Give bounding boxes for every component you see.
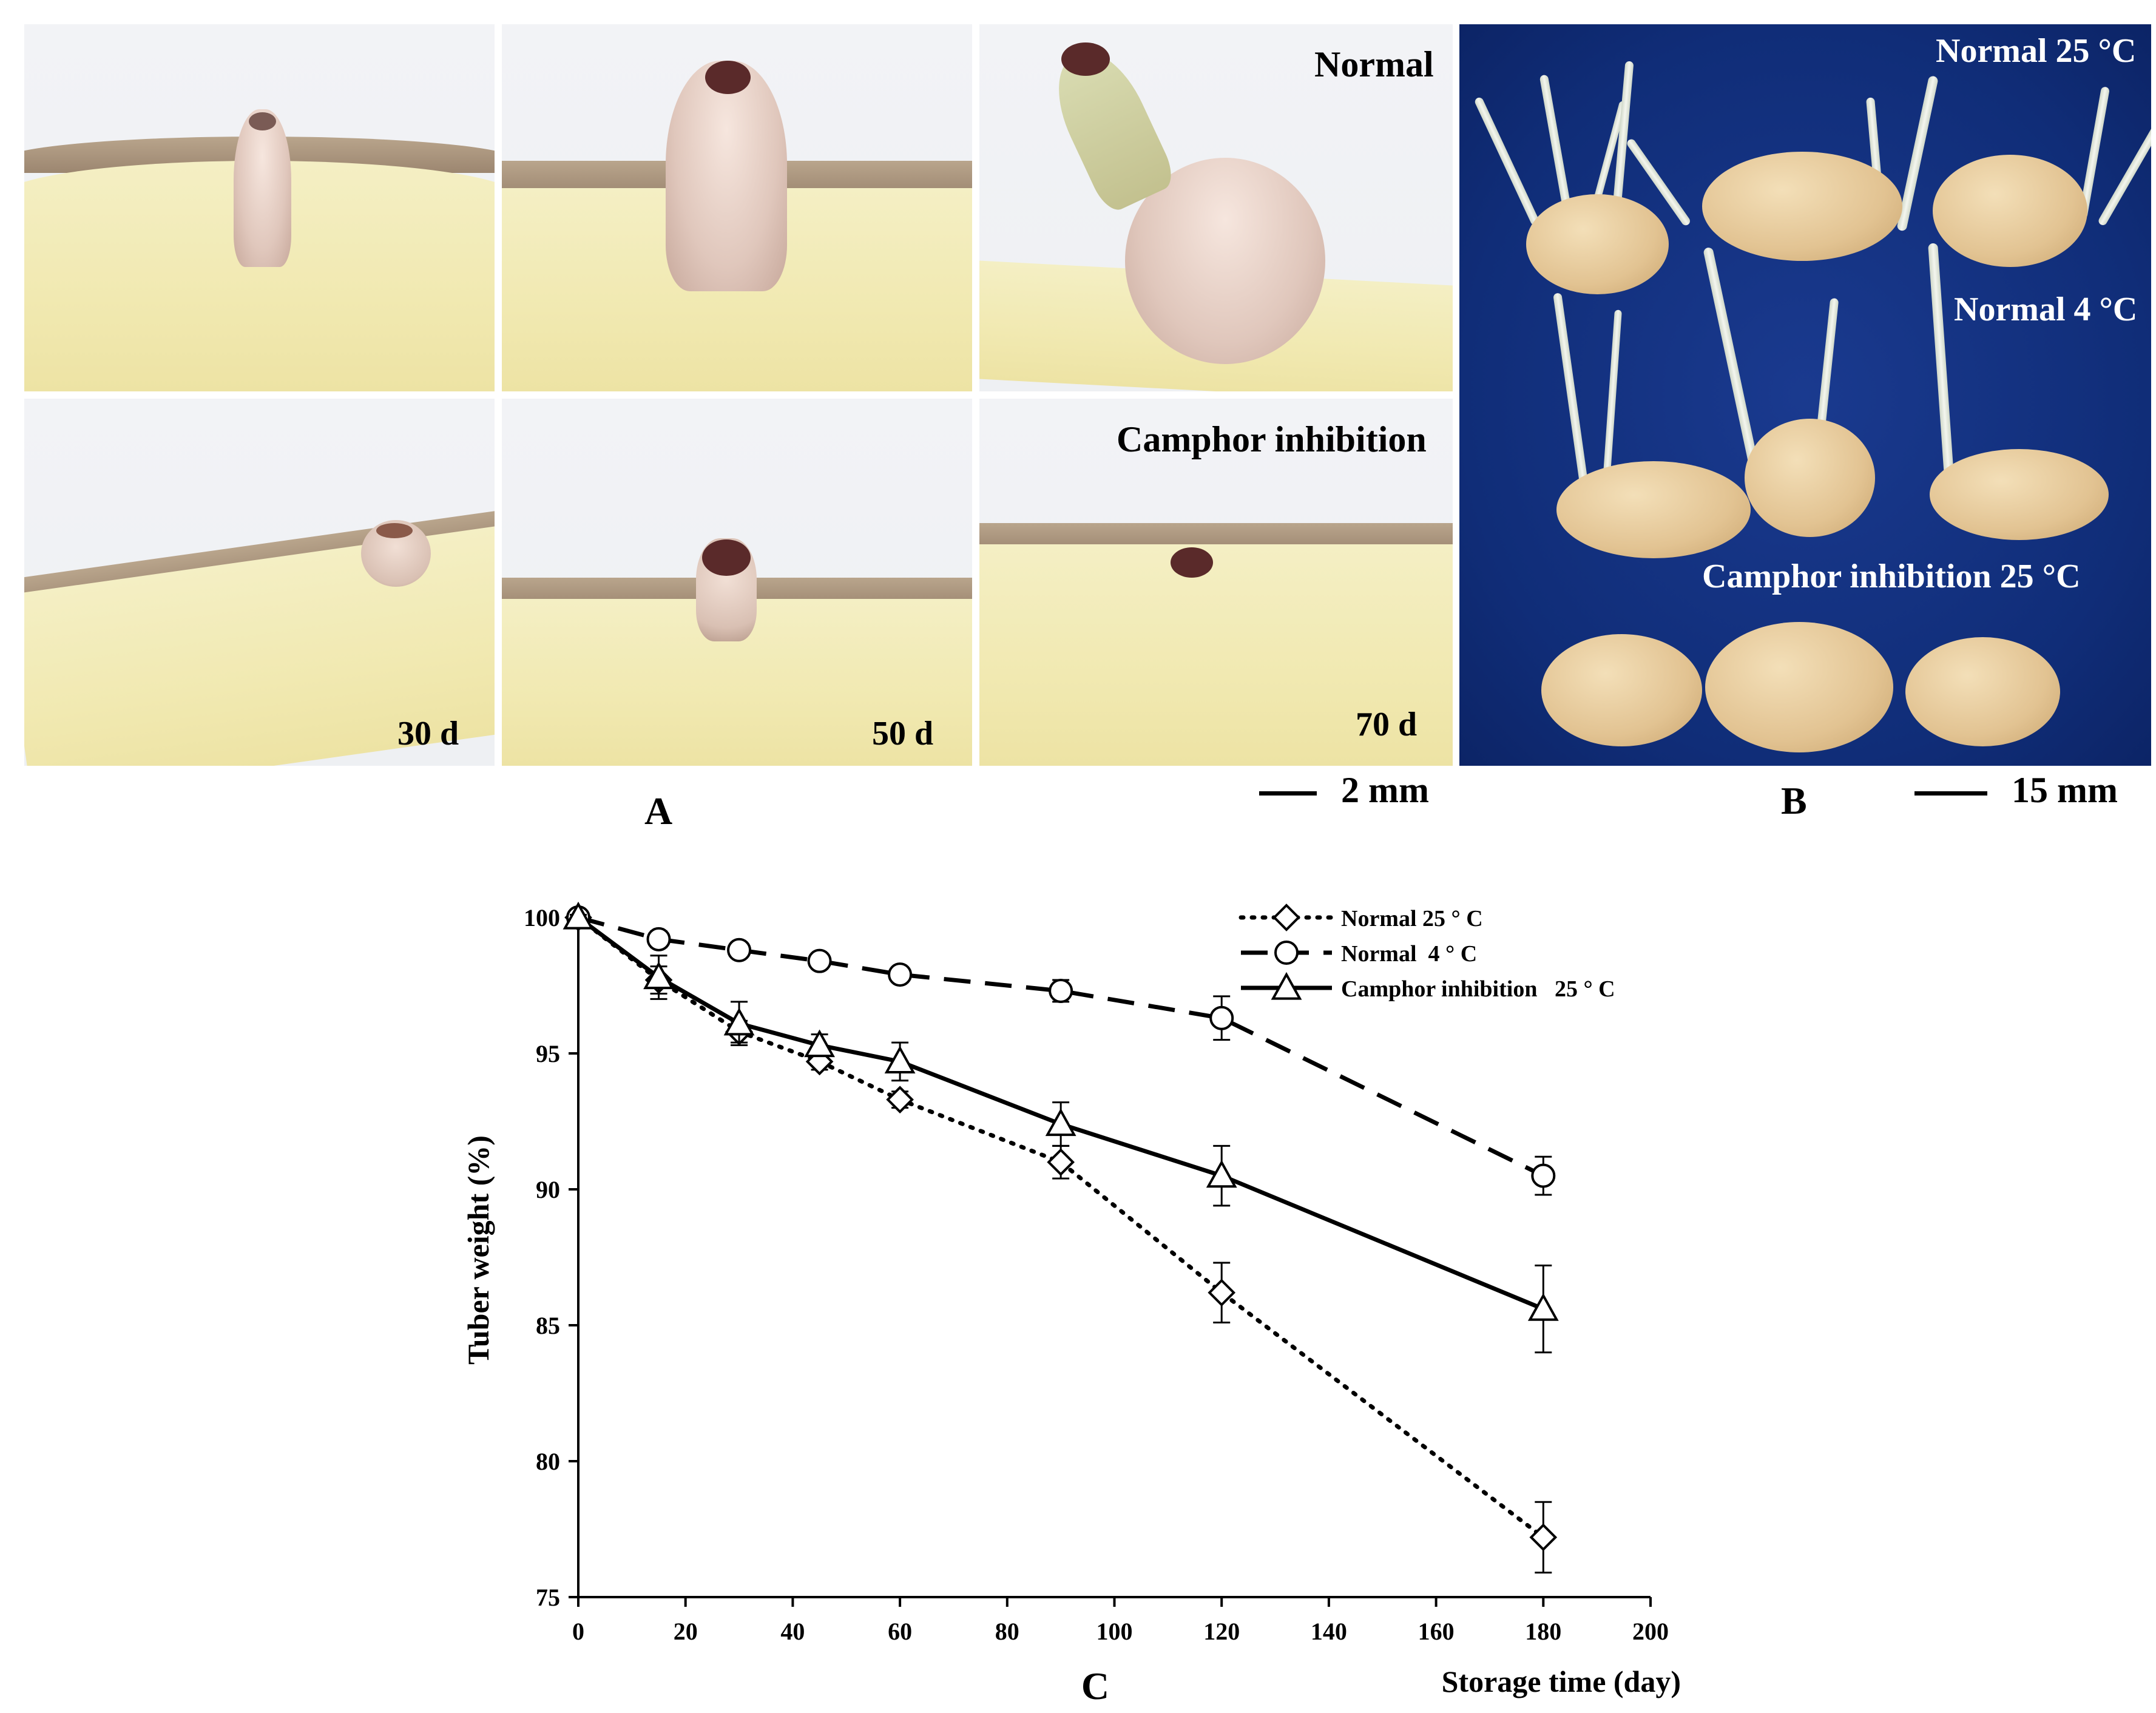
data-point: [888, 962, 913, 987]
photo-camphor-30d: 30 d: [24, 399, 495, 766]
series-line: [576, 915, 1546, 1539]
series-line: [576, 916, 1544, 1311]
data-point: [1049, 978, 1073, 1003]
panel-b-label-normal-4: Normal 4 °C: [1954, 291, 2138, 328]
panel-b-photo: Normal 25 °C Normal 4 °C Camphor inhibit…: [1459, 24, 2151, 766]
data-point: [1206, 1160, 1237, 1188]
x-tick-label: 20: [674, 1618, 698, 1645]
x-tick-label: 0: [572, 1618, 584, 1645]
chart-series: [563, 901, 1559, 1574]
y-tick-label: 80: [536, 1448, 560, 1475]
photo-normal-50d: [502, 24, 972, 391]
data-point: [1045, 1108, 1076, 1137]
normal-row-label: Normal: [1314, 44, 1434, 84]
data-point: [884, 1046, 916, 1074]
photo-normal-70d: Normal: [979, 24, 1453, 391]
day-label-50: 50 d: [872, 715, 934, 752]
data-point: [1527, 1293, 1559, 1321]
data-point: [886, 1086, 914, 1113]
data-point: [1529, 1523, 1558, 1552]
y-tick-label: 100: [524, 904, 560, 931]
legend-label: Normal 4 ° C: [1341, 941, 1477, 967]
x-tick-label: 100: [1097, 1618, 1133, 1645]
data-point: [563, 901, 594, 930]
series-circle: [566, 905, 1556, 1196]
x-tick-label: 40: [780, 1618, 805, 1645]
data-point: [1208, 1279, 1236, 1307]
scale-bar-15mm: [1914, 791, 1987, 796]
photo-camphor-50d: 50 d: [502, 399, 972, 766]
y-axis-label: Tuber weight (%): [461, 1135, 495, 1365]
photo-normal-30d: [24, 24, 495, 391]
photo-camphor-70d: 70 d: [979, 399, 1453, 766]
data-point: [646, 927, 671, 951]
scale-label-2mm: 2 mm: [1341, 770, 1429, 810]
panel-b-label-normal-25: Normal 25 °C: [1936, 32, 2137, 70]
y-tick-label: 75: [536, 1584, 560, 1611]
x-tick-label: 180: [1525, 1618, 1561, 1645]
x-tick-label: 80: [995, 1618, 1019, 1645]
y-tick-label: 95: [536, 1040, 560, 1067]
camphor-row-label: Camphor inhibition: [1117, 419, 1427, 459]
x-tick-label: 120: [1203, 1618, 1240, 1645]
data-point: [643, 961, 674, 990]
data-point: [1047, 1148, 1075, 1177]
data-point: [804, 1029, 835, 1058]
data-point: [1209, 1005, 1234, 1030]
legend-marker: [1272, 904, 1300, 931]
x-tick-label: 140: [1311, 1618, 1347, 1645]
panel-c-label: C: [1081, 1664, 1109, 1708]
panel-b-label: B: [1781, 779, 1807, 822]
legend-marker: [1271, 971, 1302, 1000]
data-point: [807, 948, 832, 973]
series-line: [578, 915, 1544, 1178]
scale-label-15mm: 15 mm: [2012, 770, 2118, 810]
legend-label: Normal 25 ° C: [1341, 906, 1483, 931]
legend-label: Camphor inhibition 25 ° C: [1341, 976, 1615, 1002]
chart-legend: Normal 25 ° C Normal 4 ° C Camphor inhibit…: [1239, 904, 1615, 1002]
y-tick-label: 90: [536, 1176, 560, 1203]
legend-marker: [1274, 941, 1299, 965]
x-tick-label: 200: [1632, 1618, 1669, 1645]
day-label-70: 70 d: [1356, 706, 1418, 743]
series-triangle: [563, 901, 1559, 1354]
series-diamond: [564, 904, 1558, 1574]
panel-a-label: A: [644, 789, 673, 833]
data-point: [727, 938, 752, 962]
x-tick-label: 160: [1418, 1618, 1455, 1645]
day-label-30: 30 d: [397, 715, 459, 752]
x-axis-label: Storage time (day): [1442, 1664, 1681, 1698]
chart-axes: 75 80 85 90 95 100 0 20 40 60 80 100 120 140 160 180 200: [524, 904, 1669, 1645]
data-point: [1531, 1163, 1556, 1188]
data-point: [723, 1007, 755, 1036]
panel-b-label-camphor-25: Camphor inhibition 25 °C: [1702, 558, 2081, 595]
x-tick-label: 60: [888, 1618, 912, 1645]
y-tick-label: 85: [536, 1312, 560, 1339]
scale-bar-2mm: [1259, 791, 1317, 796]
